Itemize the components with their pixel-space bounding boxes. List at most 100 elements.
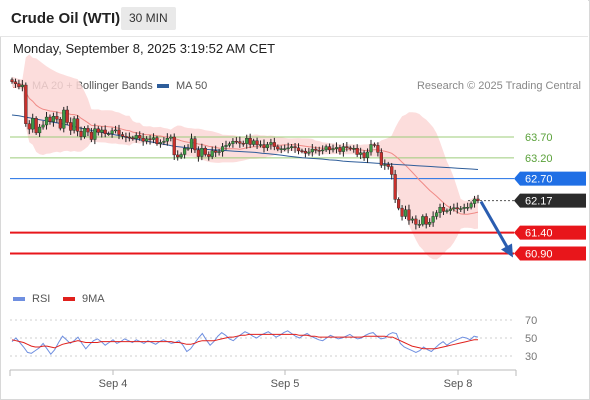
candle-body xyxy=(75,118,80,132)
research-credit: Research © 2025 Trading Central xyxy=(416,80,581,92)
candle xyxy=(410,216,415,224)
candle-body xyxy=(100,129,104,133)
candle-body xyxy=(269,142,273,145)
price-tag-label-4: 61.40 xyxy=(525,228,553,240)
candle-body xyxy=(303,150,308,154)
rsi-line xyxy=(11,330,479,356)
candle xyxy=(438,203,442,218)
candle-body xyxy=(445,210,449,212)
candle-body xyxy=(410,218,415,221)
candle-body xyxy=(355,148,359,155)
candle-body xyxy=(317,150,321,152)
candle xyxy=(65,105,69,126)
candle-body xyxy=(455,207,459,210)
candle xyxy=(393,169,397,203)
candle xyxy=(141,133,145,146)
candle-body xyxy=(466,207,470,209)
candle xyxy=(296,143,301,155)
candle xyxy=(24,82,28,127)
candle xyxy=(400,205,404,221)
legend-label-9ma: 9MA xyxy=(82,293,105,305)
candle xyxy=(20,79,24,92)
candle-body xyxy=(272,142,276,147)
candle-body xyxy=(327,146,332,151)
candle-body xyxy=(79,131,83,137)
candle-body xyxy=(55,116,59,120)
rsi-tick-label: 30 xyxy=(525,351,537,363)
candle xyxy=(217,149,221,156)
candle-body xyxy=(431,216,435,223)
candle-body xyxy=(169,136,173,139)
candle xyxy=(414,215,418,230)
candle xyxy=(265,141,270,151)
rsi-ma9-line xyxy=(11,333,478,350)
candle-body xyxy=(113,129,118,132)
legend-item-rsi: RSI xyxy=(13,293,50,305)
candle-body xyxy=(307,151,311,154)
candle-body xyxy=(314,148,318,151)
candle-body xyxy=(417,224,421,226)
x-axis-tick-label: Sep 4 xyxy=(99,378,128,390)
candles-layer xyxy=(10,77,480,230)
candle-body xyxy=(148,138,152,140)
candle-body xyxy=(145,138,149,142)
candle xyxy=(466,202,470,211)
candle xyxy=(462,203,466,214)
candle xyxy=(224,140,228,151)
candle-body xyxy=(96,128,100,133)
candle xyxy=(10,77,14,84)
candle xyxy=(107,131,111,136)
candle xyxy=(138,131,142,141)
bollinger-band-area xyxy=(12,54,478,260)
candle xyxy=(48,114,52,125)
candle xyxy=(290,144,294,151)
candle xyxy=(386,161,390,170)
candle-body xyxy=(293,146,297,149)
candle xyxy=(324,144,328,152)
candle-body xyxy=(428,222,432,225)
candle xyxy=(127,132,131,142)
candle-body xyxy=(390,166,394,175)
candle-body xyxy=(248,138,252,145)
candle xyxy=(334,142,339,154)
candle xyxy=(238,136,242,148)
candle xyxy=(113,125,118,134)
forecast-arrow-layer xyxy=(479,200,513,258)
candle xyxy=(38,123,42,137)
chart-header: Crude Oil (WTI) 30 MIN xyxy=(0,0,588,37)
candle xyxy=(93,123,97,145)
candle-body xyxy=(48,116,52,122)
candle xyxy=(69,117,73,135)
candle-body xyxy=(217,151,221,153)
candle xyxy=(210,146,214,160)
candle xyxy=(120,131,125,140)
candle xyxy=(110,127,114,138)
candle xyxy=(179,152,183,160)
candle-body xyxy=(214,150,218,153)
candle xyxy=(379,148,383,168)
candle-body xyxy=(10,79,14,82)
candle-body xyxy=(151,137,156,140)
candle xyxy=(452,203,456,212)
candle xyxy=(82,126,87,139)
candle xyxy=(390,162,394,180)
candle-body xyxy=(189,138,194,149)
candle xyxy=(103,125,107,138)
candle xyxy=(89,127,93,143)
candle xyxy=(428,218,432,227)
ma20-line xyxy=(11,81,479,215)
candle xyxy=(189,133,194,153)
candle-body xyxy=(276,146,280,150)
timeframe-button[interactable]: 30 MIN xyxy=(121,7,176,30)
candle-body xyxy=(376,145,380,153)
candle xyxy=(176,150,180,161)
candle xyxy=(51,112,56,127)
candle-body xyxy=(393,174,397,200)
candle-body xyxy=(386,164,390,167)
candle-body xyxy=(13,81,18,85)
price-level-label-1: 63.20 xyxy=(525,153,553,165)
candle-body xyxy=(138,135,142,139)
candle-body xyxy=(345,146,349,149)
candle xyxy=(286,142,290,154)
